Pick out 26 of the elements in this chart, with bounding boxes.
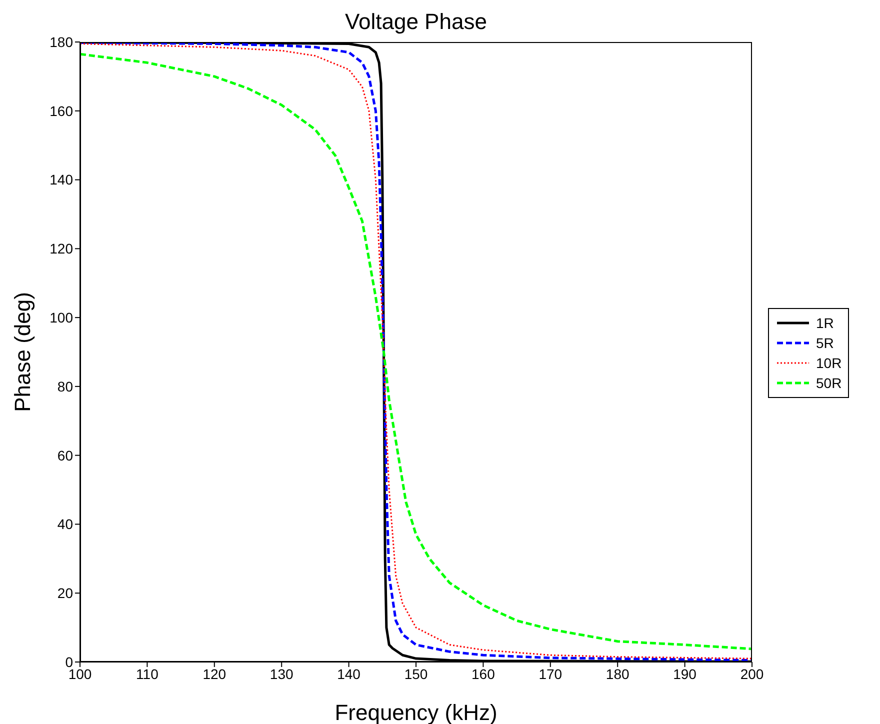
x-tick-label: 110 — [136, 666, 159, 682]
y-tick-label: 160 — [50, 102, 74, 119]
x-tick-label: 140 — [337, 666, 361, 682]
legend-label: 10R — [816, 355, 842, 371]
x-tick-label: 190 — [673, 666, 697, 682]
y-axis-title: Phase (deg) — [10, 292, 35, 412]
x-tick-label: 160 — [472, 666, 496, 682]
y-tick-label: 0 — [65, 654, 74, 670]
x-tick-label: 120 — [202, 666, 226, 682]
x-tick-label: 170 — [538, 666, 562, 682]
y-tick-label: 180 — [50, 34, 74, 50]
y-tick-label: 100 — [50, 310, 74, 326]
y-tick-label: 140 — [50, 172, 74, 188]
legend-label: 1R — [816, 315, 834, 331]
chart-title: Voltage Phase — [344, 8, 488, 36]
x-tick-label: 130 — [270, 666, 294, 682]
x-tick-label: 180 — [606, 666, 630, 682]
x-tick-label: 200 — [740, 666, 764, 682]
legend-label: 5R — [816, 335, 834, 351]
y-tick-label: 40 — [57, 516, 74, 532]
legend-label: 50R — [816, 375, 842, 391]
x-tick-label: 150 — [404, 666, 428, 682]
y-tick-label: 80 — [57, 378, 74, 394]
y-tick-label: 60 — [57, 447, 74, 464]
y-tick-label: 120 — [50, 240, 74, 257]
y-tick-label: 20 — [57, 585, 74, 602]
